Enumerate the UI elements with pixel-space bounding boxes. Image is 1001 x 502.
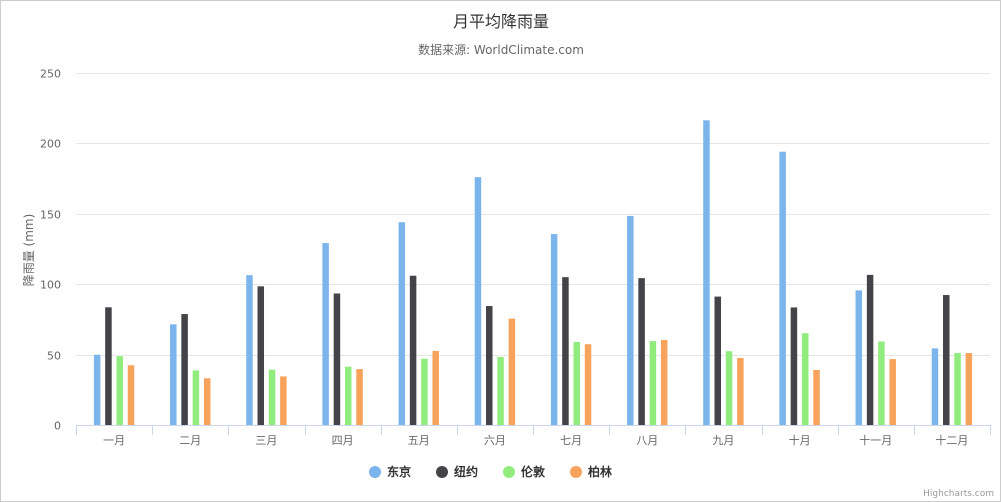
series-3 (127, 318, 973, 425)
y-tick-label: 200 (40, 138, 61, 151)
series-0 (93, 120, 939, 425)
bar[interactable] (322, 243, 329, 425)
bar[interactable] (779, 151, 786, 425)
bar[interactable] (790, 307, 798, 425)
legend-marker (436, 466, 448, 478)
grid-lines (76, 73, 990, 356)
bar[interactable] (280, 376, 287, 425)
x-tick-label: 七月 (560, 434, 582, 447)
y-axis-title: 降雨量 (mm) (22, 214, 36, 287)
bar[interactable] (703, 120, 710, 425)
bar[interactable] (714, 296, 722, 425)
bar[interactable] (409, 275, 417, 425)
bar[interactable] (333, 293, 341, 425)
x-axis: 一月 二月 三月 四月 五月 六月 七月 八月 九月 十月 十一月 十二月 (76, 425, 991, 447)
bar[interactable] (627, 215, 634, 425)
bar[interactable] (105, 307, 112, 425)
bar[interactable] (562, 277, 569, 425)
bar[interactable] (116, 356, 123, 425)
legend-label: 纽约 (454, 464, 478, 479)
x-tick-label: 四月 (332, 434, 354, 447)
bar[interactable] (344, 366, 352, 425)
bar[interactable] (550, 234, 558, 425)
y-tick-label: 100 (40, 279, 61, 292)
legend-item[interactable]: 纽约 (436, 464, 478, 479)
bar[interactable] (954, 352, 961, 425)
bar[interactable] (497, 356, 504, 425)
legend-label: 柏林 (588, 464, 612, 479)
bar[interactable] (965, 353, 973, 425)
bar[interactable] (573, 341, 580, 425)
y-axis-ticks: 0 50 100 150 200 250 (40, 68, 61, 433)
bar[interactable] (638, 278, 645, 425)
bar[interactable] (192, 370, 200, 425)
bar[interactable] (889, 359, 896, 425)
legend-marker (369, 466, 381, 478)
bar[interactable] (866, 274, 874, 425)
bar[interactable] (725, 351, 733, 425)
bar[interactable] (943, 295, 950, 425)
legend-item[interactable]: 东京 (369, 464, 411, 479)
bar[interactable] (203, 378, 211, 425)
y-tick-label: 250 (40, 68, 61, 81)
legend-marker (503, 466, 515, 478)
bar[interactable] (584, 344, 592, 425)
chart-title: 月平均降雨量 (453, 12, 549, 31)
bar[interactable] (813, 369, 820, 425)
x-tick-label: 十一月 (859, 433, 892, 447)
legend-item[interactable]: 柏林 (570, 464, 612, 479)
bar[interactable] (398, 222, 406, 425)
legend-marker (570, 466, 582, 478)
x-tick-label: 九月 (712, 434, 734, 447)
y-tick-label: 150 (40, 209, 61, 222)
bar[interactable] (801, 333, 809, 425)
legend-label: 东京 (387, 464, 411, 479)
y-tick-label: 0 (54, 420, 61, 433)
legend-label: 伦敦 (521, 464, 546, 479)
series-2 (116, 333, 961, 425)
bar[interactable] (508, 318, 516, 425)
bar[interactable] (486, 306, 493, 425)
legend[interactable]: 东京 纽约 伦敦 柏林 (369, 464, 612, 479)
bar[interactable] (660, 339, 668, 425)
bar[interactable] (432, 350, 439, 425)
bar-series (93, 120, 973, 425)
bar[interactable] (474, 177, 482, 425)
bar[interactable] (170, 324, 177, 425)
bar[interactable] (737, 357, 744, 425)
x-tick-label: 十月 (789, 433, 811, 447)
x-tick-label: 八月 (636, 434, 658, 447)
x-tick-label: 十二月 (935, 433, 968, 447)
bar[interactable] (878, 341, 885, 425)
bar[interactable] (268, 369, 276, 425)
credits-link[interactable]: Highcharts.com (923, 489, 994, 499)
x-tick-label: 二月 (179, 434, 201, 447)
bar[interactable] (931, 348, 939, 425)
x-tick-label: 六月 (484, 434, 506, 447)
y-tick-label: 50 (47, 350, 61, 363)
bar[interactable] (421, 358, 428, 425)
x-tick-label: 五月 (408, 434, 430, 447)
bar[interactable] (855, 290, 863, 425)
series-1 (105, 274, 950, 425)
bar[interactable] (246, 275, 253, 425)
bar[interactable] (127, 365, 135, 425)
bar[interactable] (93, 354, 101, 425)
bar[interactable] (649, 341, 657, 425)
x-tick-label: 三月 (255, 434, 277, 447)
legend-item[interactable]: 伦敦 (503, 464, 546, 479)
bar[interactable] (181, 314, 188, 425)
bar[interactable] (257, 286, 265, 425)
x-tick-label: 一月 (103, 434, 125, 447)
bar[interactable] (356, 369, 363, 425)
chart-subtitle: 数据来源: WorldClimate.com (418, 42, 584, 57)
